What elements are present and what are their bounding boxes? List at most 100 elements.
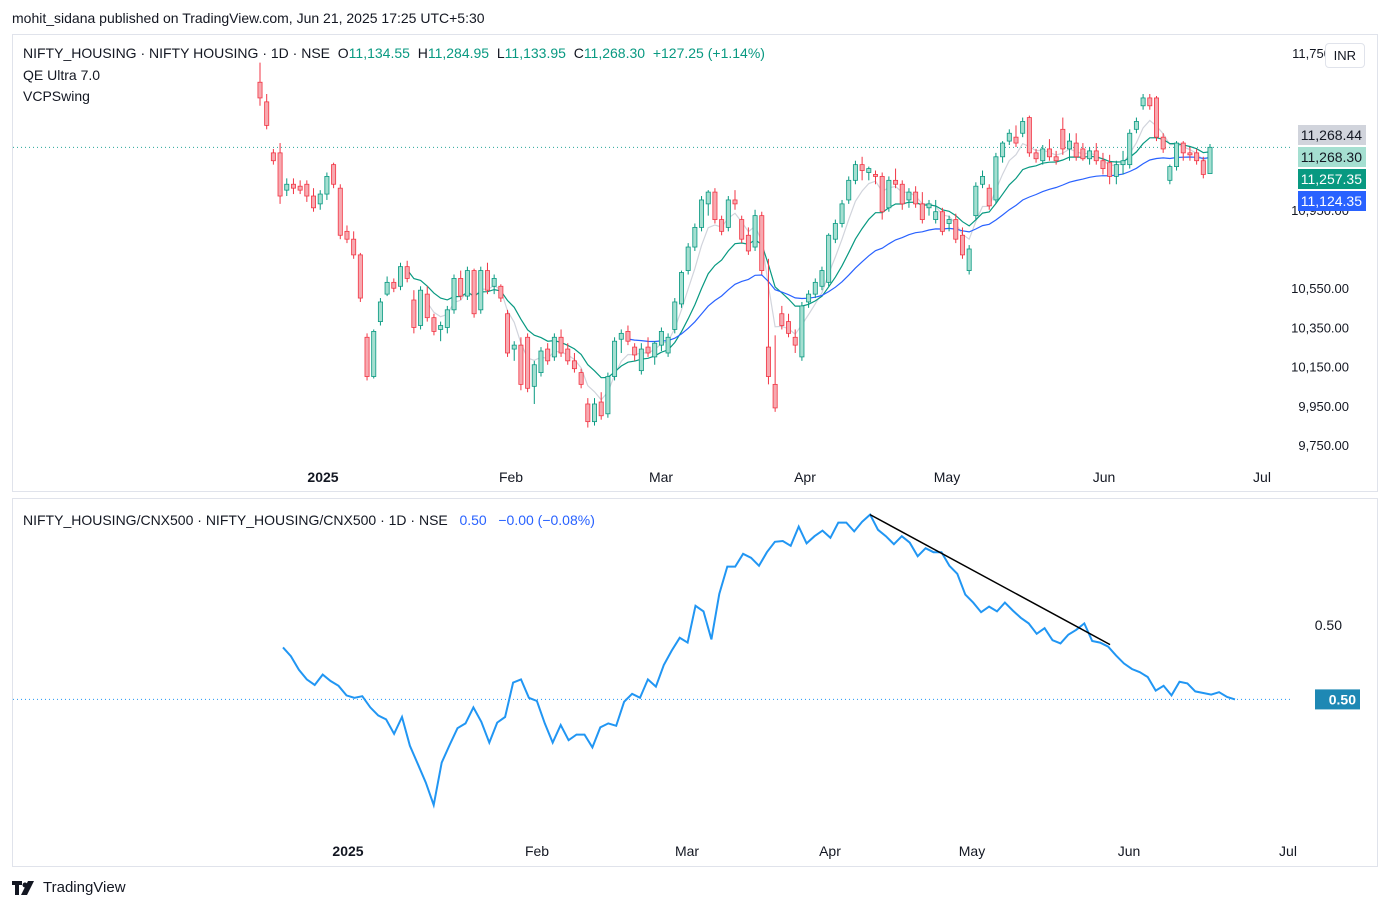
- candle-body: [652, 342, 658, 358]
- candle-body: [411, 299, 417, 328]
- y-tick-label: 10,150.00: [1291, 360, 1349, 375]
- candle-body: [545, 348, 551, 362]
- x-tick-label: Jun: [1118, 843, 1141, 859]
- candle-body: [464, 270, 470, 297]
- candle-body: [959, 234, 965, 256]
- candle-body: [993, 156, 999, 201]
- x-tick-label: Mar: [675, 843, 699, 859]
- candle-body: [1154, 97, 1159, 138]
- candle-body: [1026, 117, 1032, 154]
- candle-body: [592, 403, 597, 423]
- price-scale-label-box: [1298, 191, 1366, 211]
- ratio-legend: NIFTY_HOUSING/CNX500 · NIFTY_HOUSING/CNX…: [23, 512, 595, 528]
- candle-body: [398, 266, 403, 287]
- tv-logo-icon: [12, 880, 38, 895]
- candle-body: [919, 203, 925, 220]
- x-tick-label: Jul: [1253, 469, 1271, 485]
- candle-body: [1180, 142, 1186, 154]
- candle-body: [786, 321, 791, 334]
- candle-body: [632, 346, 638, 356]
- candle-body: [518, 344, 524, 385]
- candle-body: [699, 199, 705, 228]
- candle-body: [364, 336, 370, 377]
- candle-body: [866, 168, 872, 173]
- candle-body: [752, 215, 758, 248]
- ratio-line: [282, 512, 1236, 809]
- candle-body: [1060, 128, 1066, 150]
- candle-body: [1127, 132, 1133, 166]
- candle-body: [966, 248, 972, 271]
- candle-body: [980, 176, 986, 185]
- price-scale-label: 11,268.44: [1301, 127, 1362, 143]
- x-tick-label: 2025: [307, 469, 338, 485]
- price-chart-canvas[interactable]: 11,750.0010,950.0010,550.0010,350.0010,1…: [13, 35, 1379, 493]
- candle-body: [1093, 150, 1099, 162]
- candle-body: [1133, 121, 1139, 130]
- low-value: 11,133.95: [504, 45, 566, 61]
- candle-body: [1020, 121, 1026, 134]
- candle-body: [565, 348, 571, 362]
- candle-body: [913, 191, 919, 205]
- candle-body: [846, 179, 852, 201]
- candle-body: [765, 346, 771, 377]
- candle-body: [585, 403, 591, 423]
- price-change: +127.25 (+1.14%): [652, 45, 765, 61]
- candle-body: [1140, 97, 1146, 107]
- ratio-symbol: NIFTY_HOUSING/CNX500 · NIFTY_HOUSING/CNX…: [23, 512, 448, 528]
- candle-body: [625, 330, 631, 342]
- candle-body: [277, 152, 283, 197]
- candle-body: [264, 101, 270, 126]
- x-tick-label: Feb: [525, 843, 549, 859]
- price-legend: NIFTY_HOUSING · NIFTY HOUSING · 1D · NSE…: [23, 45, 765, 61]
- x-tick-label: Mar: [649, 469, 673, 485]
- candle-body: [384, 281, 390, 295]
- indicator-qe-ultra[interactable]: QE Ultra 7.0: [23, 67, 101, 83]
- ratio-chart-canvas[interactable]: 0.50 0.50 2025 Feb Mar Apr May Jun Jul: [13, 499, 1379, 868]
- y-tick-label: 9,950.00: [1298, 399, 1349, 414]
- candle-body: [1067, 140, 1072, 150]
- y-tick-label: 9,750.00: [1298, 438, 1349, 453]
- candle-body: [826, 234, 832, 283]
- candle-body: [645, 346, 651, 354]
- candle-body: [571, 360, 577, 370]
- candle-body: [1046, 148, 1052, 158]
- candle-body: [779, 313, 785, 326]
- close-label: C: [573, 45, 584, 61]
- candle-body: [304, 183, 310, 197]
- candle-body: [1087, 150, 1093, 160]
- currency-button[interactable]: INR: [1324, 43, 1365, 68]
- candle-body: [873, 174, 878, 177]
- candle-body: [658, 330, 664, 346]
- candle-body: [1147, 97, 1153, 107]
- candle-body: [1200, 160, 1206, 175]
- open-value: 11,134.55: [348, 45, 410, 61]
- candle-body: [899, 183, 905, 205]
- ratio-change: −0.00 (−0.08%): [498, 512, 595, 528]
- candle-body: [337, 187, 343, 236]
- ratio-value: 0.50: [459, 512, 487, 528]
- footer-brand[interactable]: TradingView: [12, 879, 126, 896]
- price-symbol: NIFTY_HOUSING · NIFTY HOUSING · 1D · NSE: [23, 45, 330, 61]
- y-tick-label: 0.50: [1315, 617, 1342, 633]
- candle-body: [531, 364, 537, 387]
- candle-body: [705, 191, 711, 205]
- x-tick-label: Feb: [499, 469, 523, 485]
- candle-body: [1107, 162, 1113, 177]
- candle-body: [1013, 136, 1019, 144]
- price-scale-label-box: [1298, 147, 1366, 167]
- price-chart-panel[interactable]: 11,750.0010,950.0010,550.0010,350.0010,1…: [12, 34, 1378, 492]
- candle-body: [324, 176, 330, 195]
- candle-body: [792, 336, 798, 346]
- candle-body: [1187, 152, 1193, 156]
- candle-body: [444, 309, 450, 328]
- candle-body: [1113, 164, 1119, 177]
- ratio-scale-label-box: [1315, 689, 1360, 710]
- candle-body: [598, 401, 604, 417]
- candle-body: [1174, 142, 1180, 168]
- candle-body: [418, 289, 424, 326]
- candle-body: [371, 330, 377, 377]
- indicator-vcpswing[interactable]: VCPSwing: [23, 88, 90, 104]
- candle-body: [297, 185, 303, 191]
- ratio-chart-panel[interactable]: 0.50 0.50 2025 Feb Mar Apr May Jun Jul NIFTY_HOU…: [12, 498, 1378, 867]
- candle-body: [578, 372, 584, 385]
